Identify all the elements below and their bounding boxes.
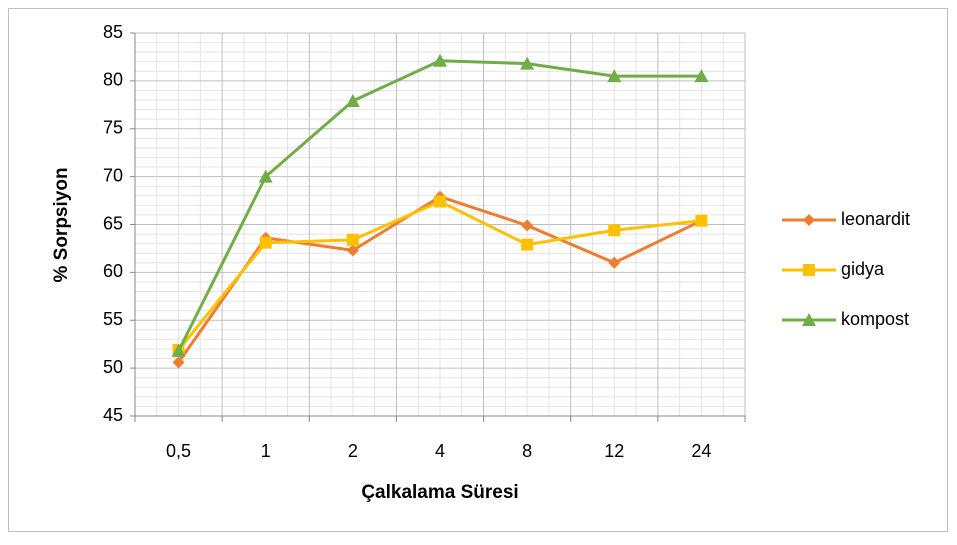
legend-label: kompost (841, 309, 909, 329)
marker (608, 224, 621, 237)
marker (345, 93, 360, 107)
x-tick-label: 1 (261, 441, 271, 461)
y-tick-label: 75 (103, 118, 123, 138)
x-tick-label: 24 (691, 441, 711, 461)
marker (258, 169, 273, 183)
y-tick-label: 55 (103, 309, 123, 329)
marker (433, 53, 447, 67)
y-tick-label: 60 (103, 261, 123, 281)
x-tick-label: 4 (435, 441, 445, 461)
marker (171, 343, 186, 357)
marker (346, 233, 359, 246)
marker (803, 214, 815, 226)
marker (259, 236, 272, 249)
marker (434, 195, 446, 208)
x-tick-label: 2 (348, 441, 358, 461)
legend-label: leonardit (841, 209, 910, 229)
y-tick-label: 80 (103, 70, 123, 90)
legend-label: gidya (841, 259, 885, 279)
y-tick-label: 85 (103, 22, 123, 42)
marker (520, 56, 535, 70)
marker (608, 256, 621, 269)
x-tick-label: 12 (604, 441, 624, 461)
marker (695, 214, 708, 227)
marker (172, 356, 185, 369)
y-axis-label: % Sorpsiyon (51, 167, 72, 282)
x-axis-label: Çalkalama Süresi (361, 482, 518, 503)
marker (521, 238, 534, 251)
marker (802, 313, 816, 326)
y-tick-label: 65 (103, 213, 123, 233)
x-tick-label: 8 (522, 441, 532, 461)
y-tick-label: 50 (103, 357, 123, 377)
marker (521, 219, 534, 232)
y-tick-label: 70 (103, 165, 123, 185)
marker (346, 244, 359, 257)
y-tick-label: 45 (103, 405, 123, 425)
marker (803, 264, 815, 276)
marker (607, 69, 622, 83)
x-tick-label: 0,5 (166, 441, 191, 461)
marker (694, 69, 709, 83)
